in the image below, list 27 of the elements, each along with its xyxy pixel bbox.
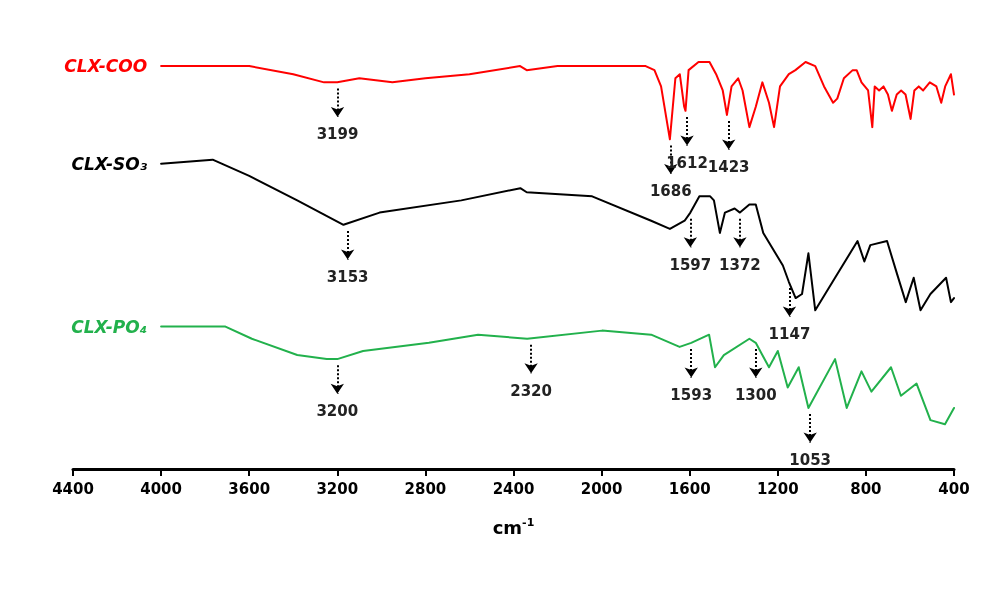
series-label: CLX-COO	[64, 56, 148, 77]
annotation: 1300	[734, 385, 777, 404]
x-tick-label: 3600	[228, 479, 271, 498]
annotation: 1686	[649, 182, 692, 201]
series-label: CLX-SO₃	[71, 153, 148, 174]
annotation: 1147	[768, 324, 811, 343]
x-tick-label: 2400	[492, 479, 535, 498]
x-tick-label: 1200	[756, 479, 799, 498]
x-tick-label: 4400	[52, 479, 94, 498]
annotation: 1593	[670, 385, 713, 404]
annotation: 3200	[316, 402, 359, 421]
annotation: 1423	[707, 158, 750, 177]
x-tick-label: 400	[938, 479, 970, 498]
annotation: 2320	[510, 381, 552, 400]
x-tick-label: 800	[850, 479, 882, 498]
x-tick-label: 1600	[668, 479, 711, 498]
x-tick-label: 2800	[404, 479, 447, 498]
x-tick-label: 4000	[140, 479, 182, 498]
annotation: 3153	[326, 267, 369, 286]
annotation: 1372	[719, 255, 761, 274]
annotation: 3199	[316, 125, 359, 144]
annotation: 1053	[789, 451, 832, 470]
x-tick-label: 3200	[316, 479, 359, 498]
annotation: 1612	[666, 153, 708, 172]
annotation: 1597	[669, 255, 712, 274]
x-tick-label: 2000	[580, 479, 623, 498]
series-label: CLX-PO₄	[71, 316, 148, 337]
